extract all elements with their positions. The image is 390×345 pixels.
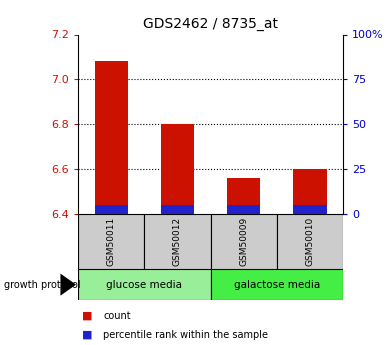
Text: count: count — [103, 311, 131, 321]
Text: galactose media: galactose media — [234, 280, 320, 289]
Text: GSM50009: GSM50009 — [239, 217, 248, 266]
Text: GSM50012: GSM50012 — [173, 217, 182, 266]
Polygon shape — [60, 274, 76, 296]
Bar — [161, 124, 194, 214]
Text: GSM50010: GSM50010 — [305, 217, 315, 266]
Bar — [144, 214, 211, 269]
Title: GDS2462 / 8735_at: GDS2462 / 8735_at — [143, 17, 278, 31]
Text: GSM50011: GSM50011 — [106, 217, 116, 266]
Text: ■: ■ — [82, 330, 92, 339]
Text: percentile rank within the sample: percentile rank within the sample — [103, 330, 268, 339]
Bar — [78, 269, 211, 300]
Bar — [227, 178, 260, 214]
Text: growth protocol: growth protocol — [4, 280, 80, 289]
Bar — [94, 205, 128, 214]
Bar — [161, 205, 194, 214]
Text: glucose media: glucose media — [106, 280, 182, 289]
Bar — [277, 214, 343, 269]
Bar — [94, 61, 128, 214]
Bar — [293, 205, 326, 214]
Bar — [293, 169, 326, 214]
Text: ■: ■ — [82, 311, 92, 321]
Bar — [78, 214, 144, 269]
Bar — [211, 214, 277, 269]
Bar — [227, 205, 260, 214]
Bar — [211, 269, 343, 300]
